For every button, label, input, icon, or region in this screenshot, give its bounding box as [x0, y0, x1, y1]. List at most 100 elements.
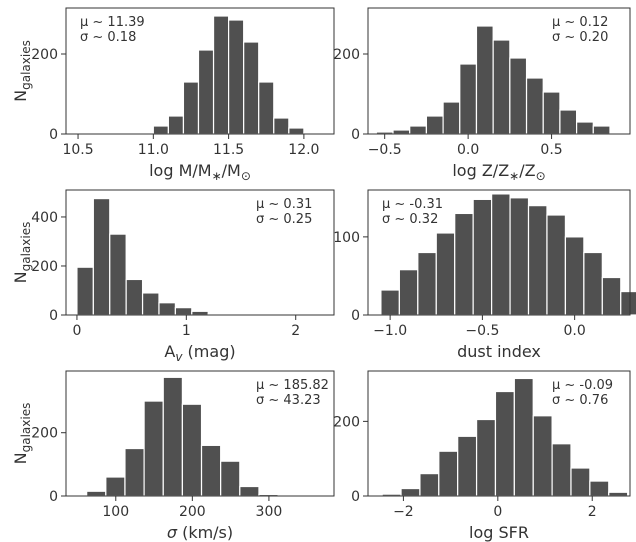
histogram-bar: [125, 278, 144, 316]
histogram-bar: [182, 81, 200, 135]
y-tick-label: 100: [333, 230, 360, 246]
y-tick-label: 0: [351, 308, 360, 324]
y-tick-label: 0: [49, 308, 58, 324]
histogram-bar: [392, 129, 411, 135]
x-tick-label: 2: [291, 323, 300, 339]
histogram-bar: [220, 460, 241, 497]
x-axis-label: Av (mag): [164, 342, 235, 364]
histogram-bar: [492, 39, 511, 135]
y-tick-label: 200: [31, 259, 58, 275]
y-axis-label: Ngalaxies: [11, 403, 33, 465]
histogram-bar: [583, 251, 603, 316]
histogram-bar: [509, 57, 528, 135]
histogram-bar: [532, 415, 553, 497]
histogram-bar: [459, 63, 478, 135]
histogram-bar: [475, 25, 494, 135]
x-tick-label: 200: [179, 504, 206, 520]
y-tick-label: 0: [351, 489, 360, 505]
x-tick-label: −0.5: [465, 323, 499, 339]
panel-top-right: −0.5 0.0 0.5 0 200 μ ~ 0.12σ ~ 0.20 log Z/Z∗/Z…: [333, 7, 631, 183]
axes-frame: [367, 189, 631, 316]
histogram-bar: [513, 377, 534, 497]
x-tick-label: 11.5: [213, 142, 244, 158]
histogram-bar: [158, 302, 176, 316]
histogram-bar: [239, 485, 260, 497]
y-tick-label: 200: [333, 47, 360, 63]
histogram-bar: [559, 109, 578, 135]
histogram-bar: [438, 450, 459, 497]
y-axis-label: Ngalaxies: [11, 40, 33, 102]
x-axis-label: log SFR: [469, 523, 529, 542]
sigma-annotation: σ ~ 0.25: [256, 212, 312, 227]
histogram-bar: [212, 15, 230, 135]
x-tick-label: 0.5: [540, 142, 562, 158]
histogram-bar: [525, 77, 544, 135]
histogram-bar: [174, 307, 193, 316]
x-tick-label: 1: [182, 323, 191, 339]
histogram-bar: [76, 266, 94, 316]
histogram-bar: [243, 41, 260, 135]
y-tick-label: 0: [49, 127, 58, 143]
mean-annotation: μ ~ 185.82: [256, 378, 329, 393]
histogram-bar: [509, 197, 530, 316]
sigma-annotation: σ ~ 0.76: [552, 393, 608, 408]
histogram-bar: [86, 490, 107, 497]
x-axis-label: σ (km/s): [167, 523, 233, 542]
histogram-bar: [592, 125, 611, 135]
axes-frame: [65, 7, 335, 135]
histogram-bar: [527, 205, 548, 316]
axes-frame: [65, 189, 335, 316]
y-tick-label: 200: [31, 47, 58, 63]
histogram-bar: [398, 269, 419, 316]
axes-frame: [65, 370, 335, 497]
histogram-bar: [575, 121, 594, 135]
histogram-bar: [409, 125, 428, 135]
panel-middle-left: 0 1 2 0 200 400 μ ~ 0.31σ ~ 0.25 Av (mag) Ngalax…: [11, 189, 335, 364]
axes-frame: [367, 7, 631, 135]
x-axis-label: log M/M∗/M⊙: [149, 161, 251, 183]
x-axis-label: dust index: [457, 342, 541, 361]
histogram-bar: [435, 232, 456, 316]
histogram-bar: [152, 125, 169, 135]
panel-middle-right: −1.0 −0.5 0.0 0 100 μ ~ -0.31σ ~ 0.32 dust ind…: [333, 189, 636, 361]
x-tick-label: 10.5: [62, 142, 93, 158]
y-tick-label: 200: [333, 414, 360, 430]
histogram-bar: [288, 127, 305, 135]
histogram-bar: [417, 251, 437, 316]
histogram-bar: [141, 292, 160, 316]
histogram-bar: [601, 276, 622, 316]
x-tick-label: 0: [493, 504, 502, 520]
sigma-annotation: σ ~ 0.18: [80, 30, 136, 45]
histogram-bar: [475, 418, 497, 497]
histogram-bar: [419, 473, 440, 497]
panel-bottom-right: −2 0 2 0 200 μ ~ -0.09σ ~ 0.76 log SFR: [333, 370, 631, 542]
histogram-bar: [200, 444, 222, 497]
mean-annotation: μ ~ 11.39: [80, 15, 145, 30]
histogram-bar: [546, 214, 567, 316]
x-tick-label: 2: [588, 504, 597, 520]
y-tick-label: 0: [49, 489, 58, 505]
sigma-annotation: σ ~ 43.23: [256, 393, 321, 408]
panel-top-left: 10.5 11.0 11.5 12.0 0 200 μ ~ 11.39σ ~ 0.18 log…: [11, 7, 335, 183]
x-tick-label: −0.5: [368, 142, 402, 158]
histogram-bar: [564, 236, 585, 316]
histogram-bar: [542, 91, 561, 135]
histogram-bar: [494, 390, 515, 497]
axes-frame: [367, 370, 631, 497]
histogram-bar: [620, 290, 636, 316]
histogram-bar: [162, 376, 183, 497]
histogram-bar: [454, 212, 474, 316]
histogram-bar: [167, 115, 185, 135]
y-tick-label: 200: [31, 426, 58, 442]
histogram-bar: [608, 491, 629, 497]
x-tick-label: 300: [256, 504, 283, 520]
histogram-bar: [181, 403, 203, 497]
histogram-bar: [92, 197, 111, 316]
x-tick-label: 12.0: [288, 142, 319, 158]
histogram-bar: [273, 117, 290, 135]
sigma-annotation: σ ~ 0.32: [382, 212, 438, 227]
mean-annotation: μ ~ -0.31: [382, 197, 443, 212]
x-tick-label: −1.0: [373, 323, 407, 339]
sigma-annotation: σ ~ 0.20: [552, 30, 608, 45]
